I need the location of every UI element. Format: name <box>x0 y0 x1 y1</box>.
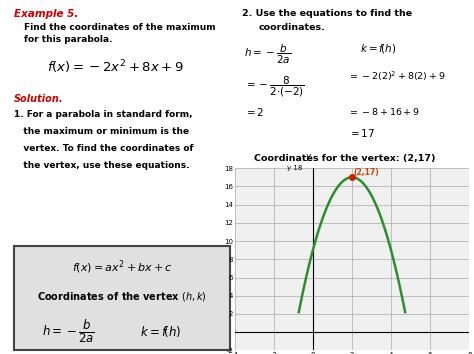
Text: coordinates.: coordinates. <box>258 23 325 32</box>
Text: $= -\dfrac{8}{2{\cdot}\left(-2\right)}$: $= -\dfrac{8}{2{\cdot}\left(-2\right)}$ <box>244 74 305 99</box>
Text: $f(x) = -2x^2 + 8x + 9$: $f(x) = -2x^2 + 8x + 9$ <box>47 58 184 76</box>
Text: Coordinates of the vertex $\left(h,k\right)$: Coordinates of the vertex $\left(h,k\rig… <box>37 290 207 303</box>
Text: the vertex, use these equations.: the vertex, use these equations. <box>14 161 190 170</box>
Text: y 18: y 18 <box>287 165 302 171</box>
Text: vertex. To find the coordinates of: vertex. To find the coordinates of <box>14 144 194 153</box>
Text: $= -8 + 16 + 9$: $= -8 + 16 + 9$ <box>348 106 420 117</box>
Text: $= 17$: $= 17$ <box>348 127 375 139</box>
Text: $h = -\dfrac{b}{2a}$: $h = -\dfrac{b}{2a}$ <box>244 42 291 66</box>
Text: Coordinates for the vertex: (2,17): Coordinates for the vertex: (2,17) <box>254 154 435 163</box>
Text: $= 2$: $= 2$ <box>244 106 264 118</box>
Text: 2. Use the equations to find the: 2. Use the equations to find the <box>242 9 412 18</box>
Text: 1. For a parabola in standard form,: 1. For a parabola in standard form, <box>14 110 193 119</box>
Text: Find the coordinates of the maximum
for this parabola.: Find the coordinates of the maximum for … <box>24 23 215 44</box>
Text: the maximum or minimum is the: the maximum or minimum is the <box>14 127 189 136</box>
Text: $f\left(x\right) = ax^2 + bx + c$: $f\left(x\right) = ax^2 + bx + c$ <box>72 258 173 276</box>
Text: Example 5.: Example 5. <box>14 9 79 19</box>
Text: Solution.: Solution. <box>14 94 64 104</box>
Text: $= -2(2)^2 + 8(2) + 9$: $= -2(2)^2 + 8(2) + 9$ <box>348 69 446 82</box>
Text: (2,17): (2,17) <box>353 168 379 177</box>
Text: $k = f\!\left(h\right)$: $k = f\!\left(h\right)$ <box>360 42 397 56</box>
Text: y: y <box>305 152 310 161</box>
Text: $h = -\dfrac{b}{2a}$: $h = -\dfrac{b}{2a}$ <box>42 318 95 345</box>
Text: $k = f\!\left(h\right)$: $k = f\!\left(h\right)$ <box>140 324 182 339</box>
